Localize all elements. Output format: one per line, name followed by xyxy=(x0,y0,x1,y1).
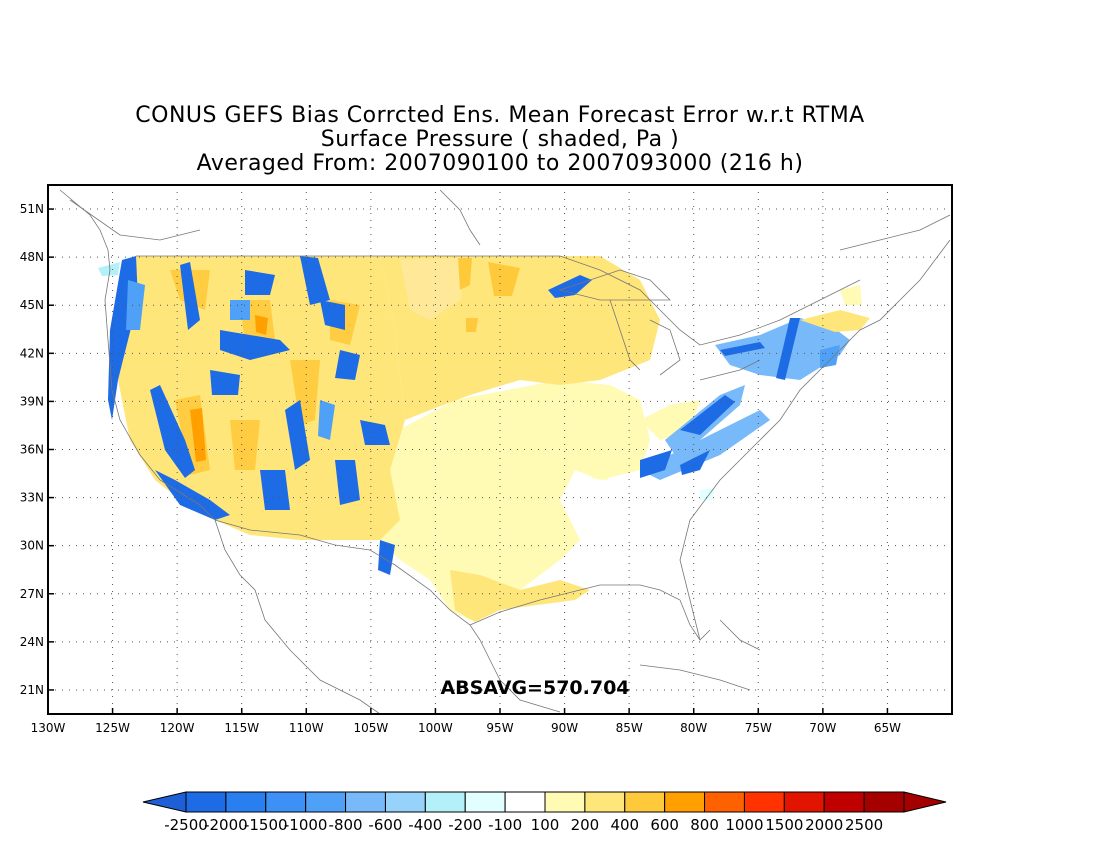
colorbar-bin xyxy=(225,791,267,813)
lat-tick-label: 33N xyxy=(20,491,44,505)
colorbar-bin xyxy=(305,791,347,813)
lon-tick-label: 100W xyxy=(418,721,453,735)
colorbar-label: -100 xyxy=(488,816,522,834)
title-line-1: CONUS GEFS Bias Corrcted Ens. Mean Forec… xyxy=(135,103,865,128)
title-line-3: Averaged From: 2007090100 to 2007093000 … xyxy=(196,151,804,176)
lat-tick-label: 45N xyxy=(20,298,44,312)
colorbar-label: -2500 xyxy=(164,816,208,834)
field-pale-north xyxy=(400,258,470,320)
colorbar-label: 100 xyxy=(531,816,560,834)
lon-tick-label: 110W xyxy=(289,721,324,735)
colorbar-labels: -2500-2000-1500-1000 -800 -600 -400 -200 -100… xyxy=(164,816,883,834)
lat-tick-label: 51N xyxy=(20,202,44,216)
lat-tick-label: 36N xyxy=(20,443,44,457)
lon-tick-label: 70W xyxy=(809,721,836,735)
lon-tick-label: 85W xyxy=(616,721,643,735)
colorbar-label: -2000 xyxy=(204,816,248,834)
colorbar-label: 400 xyxy=(610,816,639,834)
colorbar-label: 800 xyxy=(690,816,719,834)
lon-tick-label: 125W xyxy=(95,721,130,735)
lat-tick-label: 48N xyxy=(20,250,44,264)
colorbar-label: 200 xyxy=(571,816,600,834)
colorbar-bin xyxy=(464,791,506,813)
colorbar-under-arrow xyxy=(142,791,187,813)
colorbar xyxy=(142,791,947,813)
colorbar-label: -600 xyxy=(368,816,402,834)
colorbar-over-arrow xyxy=(903,791,947,813)
colorbar-label: 2500 xyxy=(845,816,883,834)
lon-tick-label: 130W xyxy=(31,721,66,735)
lat-tick-label: 30N xyxy=(20,539,44,553)
colorbar-bin xyxy=(504,791,546,813)
colorbar-label: 600 xyxy=(650,816,679,834)
field-west-dark-orange xyxy=(190,315,268,462)
lon-tick-label: 105W xyxy=(353,721,388,735)
colorbar-bin xyxy=(584,791,626,813)
lat-tick-label: 42N xyxy=(20,346,44,360)
lon-tick-label: 90W xyxy=(551,721,578,735)
colorbar-label: -800 xyxy=(329,816,363,834)
colorbar-bin xyxy=(863,791,905,813)
colorbar-bin xyxy=(384,791,426,813)
colorbar-bin xyxy=(743,791,785,813)
colorbar-bin xyxy=(624,791,666,813)
field-east-pale xyxy=(590,400,700,480)
field-northeast xyxy=(715,285,870,380)
lon-tick-label: 80W xyxy=(680,721,707,735)
lat-tick-label: 21N xyxy=(20,683,44,697)
lon-tick-label: 120W xyxy=(160,721,195,735)
colorbar-label: -1500 xyxy=(244,816,288,834)
colorbar-label: -1000 xyxy=(284,816,328,834)
field-appalachian xyxy=(640,385,770,500)
lon-tick-label: 95W xyxy=(486,721,513,735)
shaded-field xyxy=(98,256,870,622)
colorbar-bin xyxy=(783,791,825,813)
colorbar-bin xyxy=(424,791,466,813)
colorbar-bin xyxy=(664,791,706,813)
colorbar-bin xyxy=(185,791,227,813)
lon-tick-label: 65W xyxy=(874,721,901,735)
field-light-yellow xyxy=(380,380,650,620)
colorbar-label: -400 xyxy=(408,816,442,834)
title-line-2: Surface Pressure ( shaded, Pa ) xyxy=(320,127,680,152)
field-nw-coast xyxy=(98,262,120,276)
field-texas-south xyxy=(450,570,590,622)
lon-tick-label: 75W xyxy=(745,721,772,735)
colorbar-label: -200 xyxy=(448,816,482,834)
lat-tick-label: 27N xyxy=(20,587,44,601)
colorbar-bin xyxy=(265,791,307,813)
colorbar-bin xyxy=(544,791,586,813)
colorbar-label: 1500 xyxy=(765,816,803,834)
colorbar-bin xyxy=(345,791,386,813)
colorbar-label: 2000 xyxy=(805,816,843,834)
lat-tick-label: 24N xyxy=(20,635,44,649)
field-blue-streaks xyxy=(108,256,395,575)
absavg-annotation: ABSAVG=570.704 xyxy=(440,677,629,699)
latitude-axis: 51N 48N 45N 42N 39N 36N 33N 30N 27N 24N 21N xyxy=(20,202,54,697)
coastlines xyxy=(59,189,951,714)
colorbar-label: 1000 xyxy=(725,816,763,834)
lon-tick-label: 115W xyxy=(224,721,259,735)
lat-tick-label: 39N xyxy=(20,394,44,408)
colorbar-bin xyxy=(823,791,865,813)
field-orange-patches xyxy=(458,258,520,332)
longitude-axis: 130W 125W 120W 115W 110W 105W 100W 95W 90W 85W 80W… xyxy=(31,708,901,735)
colorbar-bin xyxy=(704,791,745,813)
